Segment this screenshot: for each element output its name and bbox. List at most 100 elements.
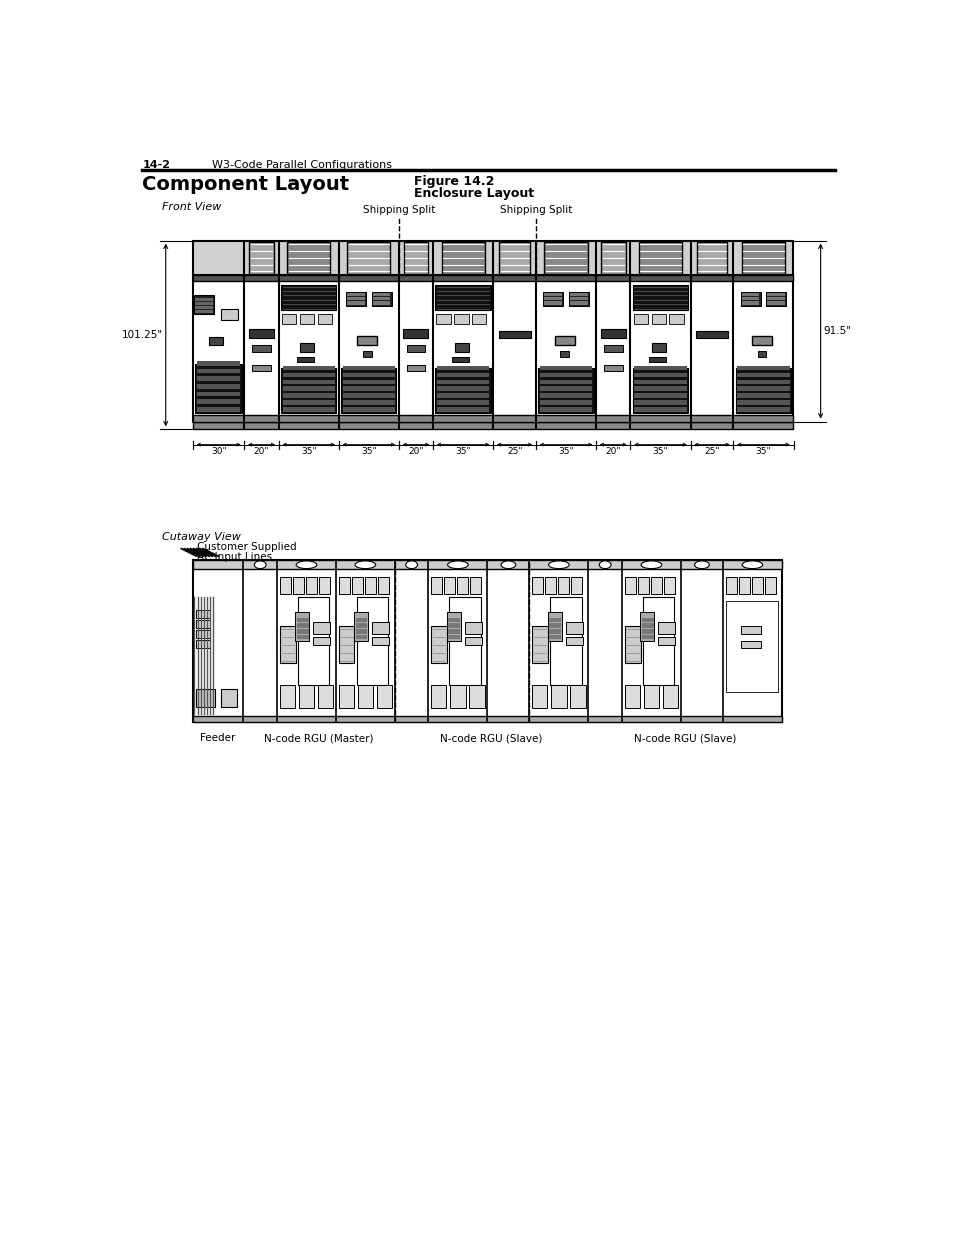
Bar [641, 618, 653, 622]
Bar [558, 577, 569, 594]
Bar [570, 685, 585, 709]
Bar [313, 622, 330, 634]
Bar [355, 629, 367, 634]
Bar [639, 611, 654, 641]
Text: 25": 25" [703, 447, 719, 456]
Bar [431, 685, 446, 709]
Bar [282, 373, 335, 377]
Bar [373, 301, 390, 305]
Bar [634, 400, 686, 405]
Bar [735, 368, 790, 412]
Bar [549, 618, 560, 622]
Bar [544, 293, 561, 296]
Bar [196, 377, 240, 380]
Bar [751, 336, 771, 346]
Bar [249, 329, 274, 338]
Bar [279, 626, 295, 663]
Bar [765, 291, 785, 306]
Bar [544, 577, 556, 594]
Bar [196, 384, 240, 389]
Bar [764, 577, 775, 594]
Bar [532, 626, 547, 663]
Bar [539, 394, 592, 398]
Bar [663, 577, 674, 594]
Bar [282, 394, 335, 398]
Bar [297, 357, 314, 362]
Bar [431, 577, 442, 594]
Bar [195, 301, 213, 305]
Bar [539, 366, 592, 369]
Bar [403, 242, 428, 274]
Ellipse shape [447, 561, 468, 568]
Bar [282, 400, 335, 405]
Bar [346, 291, 366, 306]
Bar [641, 624, 653, 627]
Bar [342, 387, 395, 390]
Bar [543, 291, 562, 306]
Text: 91.5": 91.5" [822, 326, 851, 336]
Bar [435, 368, 491, 412]
Bar [318, 577, 330, 594]
Bar [296, 624, 308, 627]
Bar [406, 346, 425, 352]
Bar [352, 577, 362, 594]
Bar [294, 611, 309, 641]
Bar [600, 242, 625, 274]
Bar [342, 366, 395, 369]
Ellipse shape [295, 561, 316, 568]
Bar [603, 364, 622, 370]
Bar [338, 626, 355, 663]
Text: N-code RGU (Slave): N-code RGU (Slave) [440, 734, 542, 743]
Text: 30": 30" [211, 447, 226, 456]
Bar [639, 242, 681, 274]
Bar [364, 577, 375, 594]
Bar [634, 366, 686, 369]
Bar [600, 329, 625, 338]
Bar [347, 301, 364, 305]
Bar [252, 364, 271, 370]
Text: Component Layout: Component Layout [142, 175, 349, 194]
Bar [220, 689, 237, 706]
Bar [436, 387, 489, 390]
Bar [539, 387, 592, 390]
Bar [766, 301, 784, 305]
Bar [317, 685, 333, 709]
Ellipse shape [548, 561, 569, 568]
Bar [624, 685, 639, 709]
Bar [741, 293, 759, 296]
Bar [296, 629, 308, 634]
Bar [725, 601, 778, 692]
Bar [196, 361, 240, 366]
Bar [279, 685, 294, 709]
Text: 101.25": 101.25" [121, 330, 162, 340]
Text: 14-2: 14-2 [142, 159, 171, 169]
Text: N-code RGU (Master): N-code RGU (Master) [264, 734, 374, 743]
Bar [633, 315, 647, 325]
Bar [444, 577, 455, 594]
Bar [436, 315, 450, 325]
Bar [532, 685, 547, 709]
Bar [544, 296, 561, 300]
Bar [193, 561, 781, 569]
Bar [377, 577, 388, 594]
Bar [338, 685, 354, 709]
Ellipse shape [598, 561, 611, 568]
Bar [373, 296, 390, 300]
Bar [650, 577, 661, 594]
Bar [696, 242, 727, 274]
Bar [338, 577, 350, 594]
Bar [669, 315, 683, 325]
Bar [537, 368, 593, 412]
Bar [472, 315, 486, 325]
Bar [279, 577, 291, 594]
Bar [641, 629, 653, 634]
Bar [297, 597, 329, 685]
Bar [544, 301, 561, 305]
Bar [662, 685, 678, 709]
Bar [551, 685, 566, 709]
Bar [193, 561, 781, 721]
Bar [372, 622, 389, 634]
Bar [373, 293, 390, 296]
Bar [342, 408, 395, 411]
Bar [456, 577, 468, 594]
